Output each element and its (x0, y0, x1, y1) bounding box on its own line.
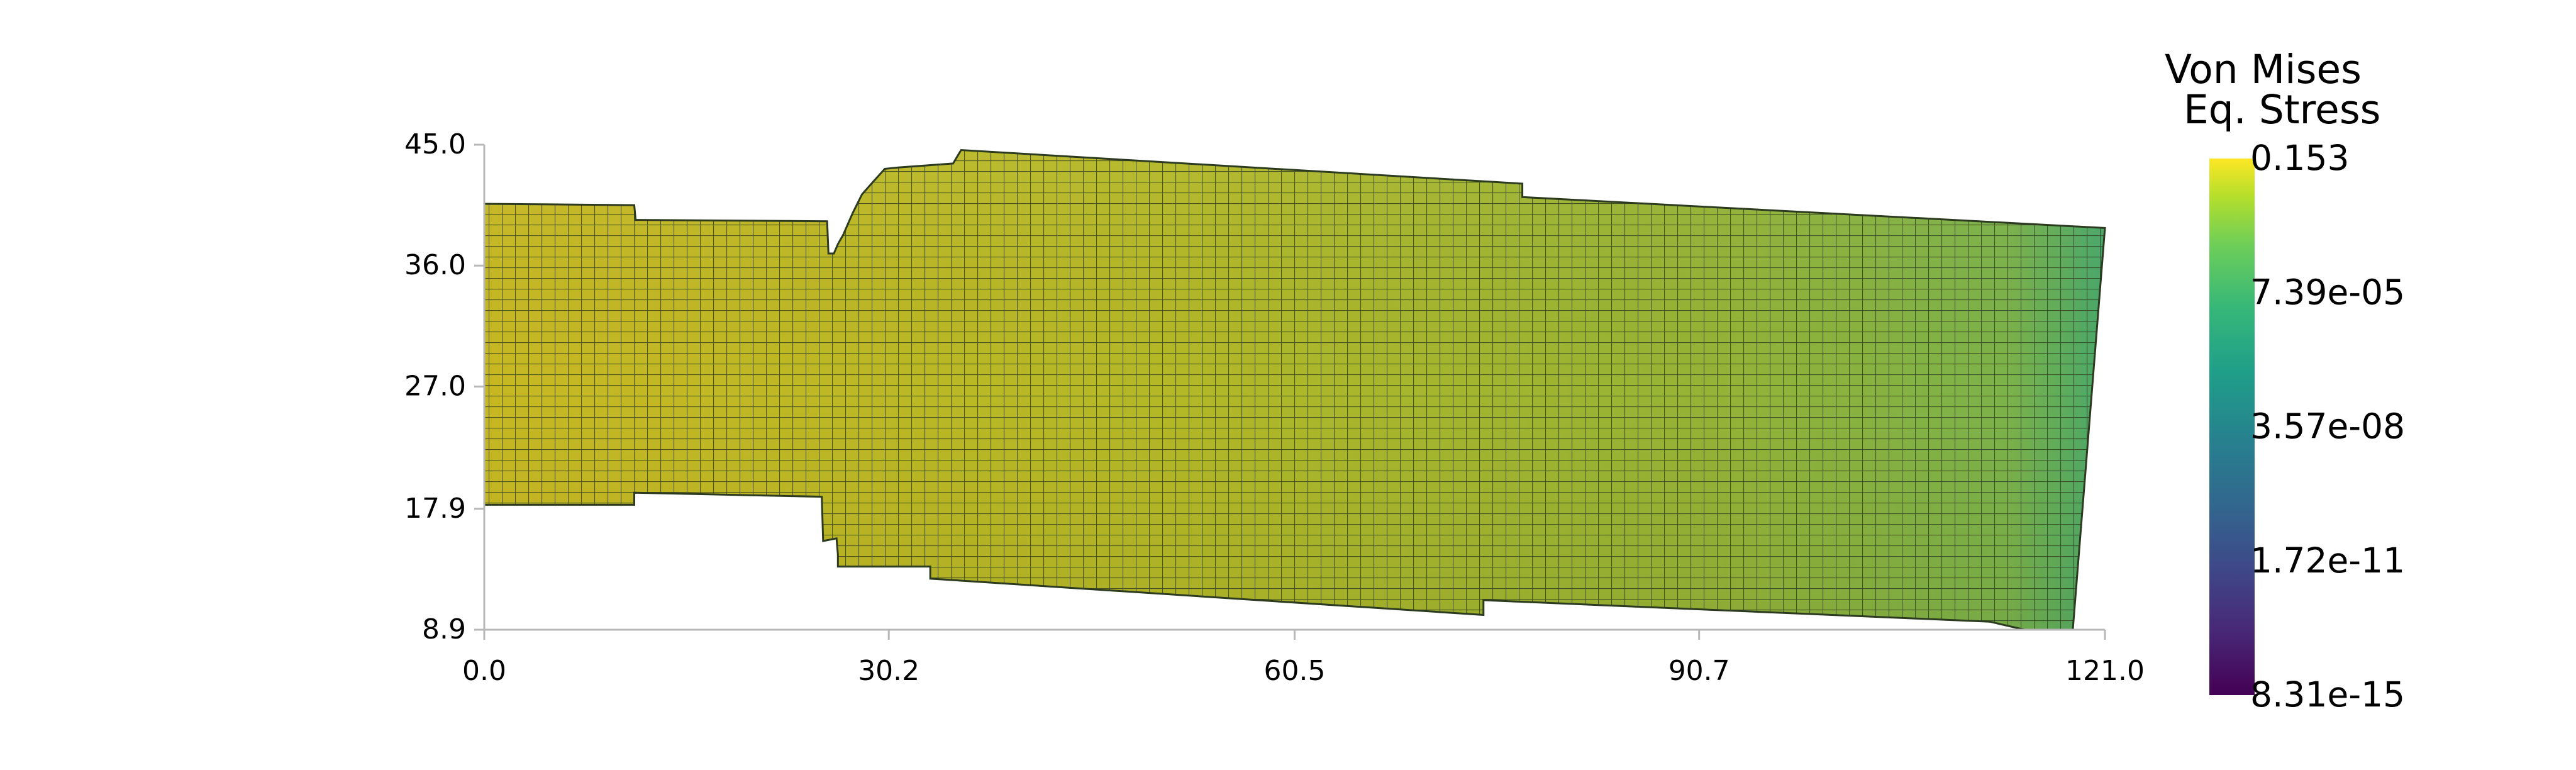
y-tick-label: 8.9 (422, 613, 466, 645)
x-tick-label: 30.2 (858, 655, 919, 687)
legend-labels: 0.153 7.39e-05 3.57e-08 1.72e-11 8.31e-15 (2250, 138, 2405, 715)
colorbar-label: 1.72e-11 (2250, 540, 2405, 581)
legend-title-line-2: Eq. Stress (2184, 87, 2380, 133)
colorbar-label: 8.31e-15 (2250, 674, 2405, 715)
x-ticks: 0.0 30.2 60.5 90.7 121.0 (462, 630, 2145, 687)
colorbar (2209, 159, 2255, 695)
x-tick-label: 90.7 (1668, 655, 1730, 687)
y-ticks: 45.0 36.0 27.0 17.9 8.9 (404, 128, 484, 645)
colorbar-label: 0.153 (2250, 138, 2349, 178)
colorbar-label: 3.57e-08 (2250, 406, 2405, 447)
mesh-outline (483, 148, 2106, 631)
colorbar-label: 7.39e-05 (2250, 272, 2405, 312)
colorbar-legend: Von Mises Eq. Stress 0.153 7.39e-05 3.57e-… (2165, 47, 2405, 715)
x-tick-label: 121.0 (2065, 655, 2145, 687)
x-tick-label: 0.0 (462, 655, 506, 687)
y-tick-label: 17.9 (404, 493, 466, 525)
y-tick-label: 45.0 (404, 128, 466, 160)
mesh-layer (483, 148, 2106, 631)
legend-title-line-1: Von Mises (2165, 47, 2362, 92)
axes-layer: 0.0 30.2 60.5 90.7 121.0 45.0 36.0 27.0 17.9 8.9 (404, 128, 2145, 687)
x-tick-label: 60.5 (1264, 655, 1326, 687)
mesh-grid (484, 150, 2105, 630)
y-tick-label: 36.0 (404, 249, 466, 281)
y-tick-label: 27.0 (404, 370, 466, 402)
